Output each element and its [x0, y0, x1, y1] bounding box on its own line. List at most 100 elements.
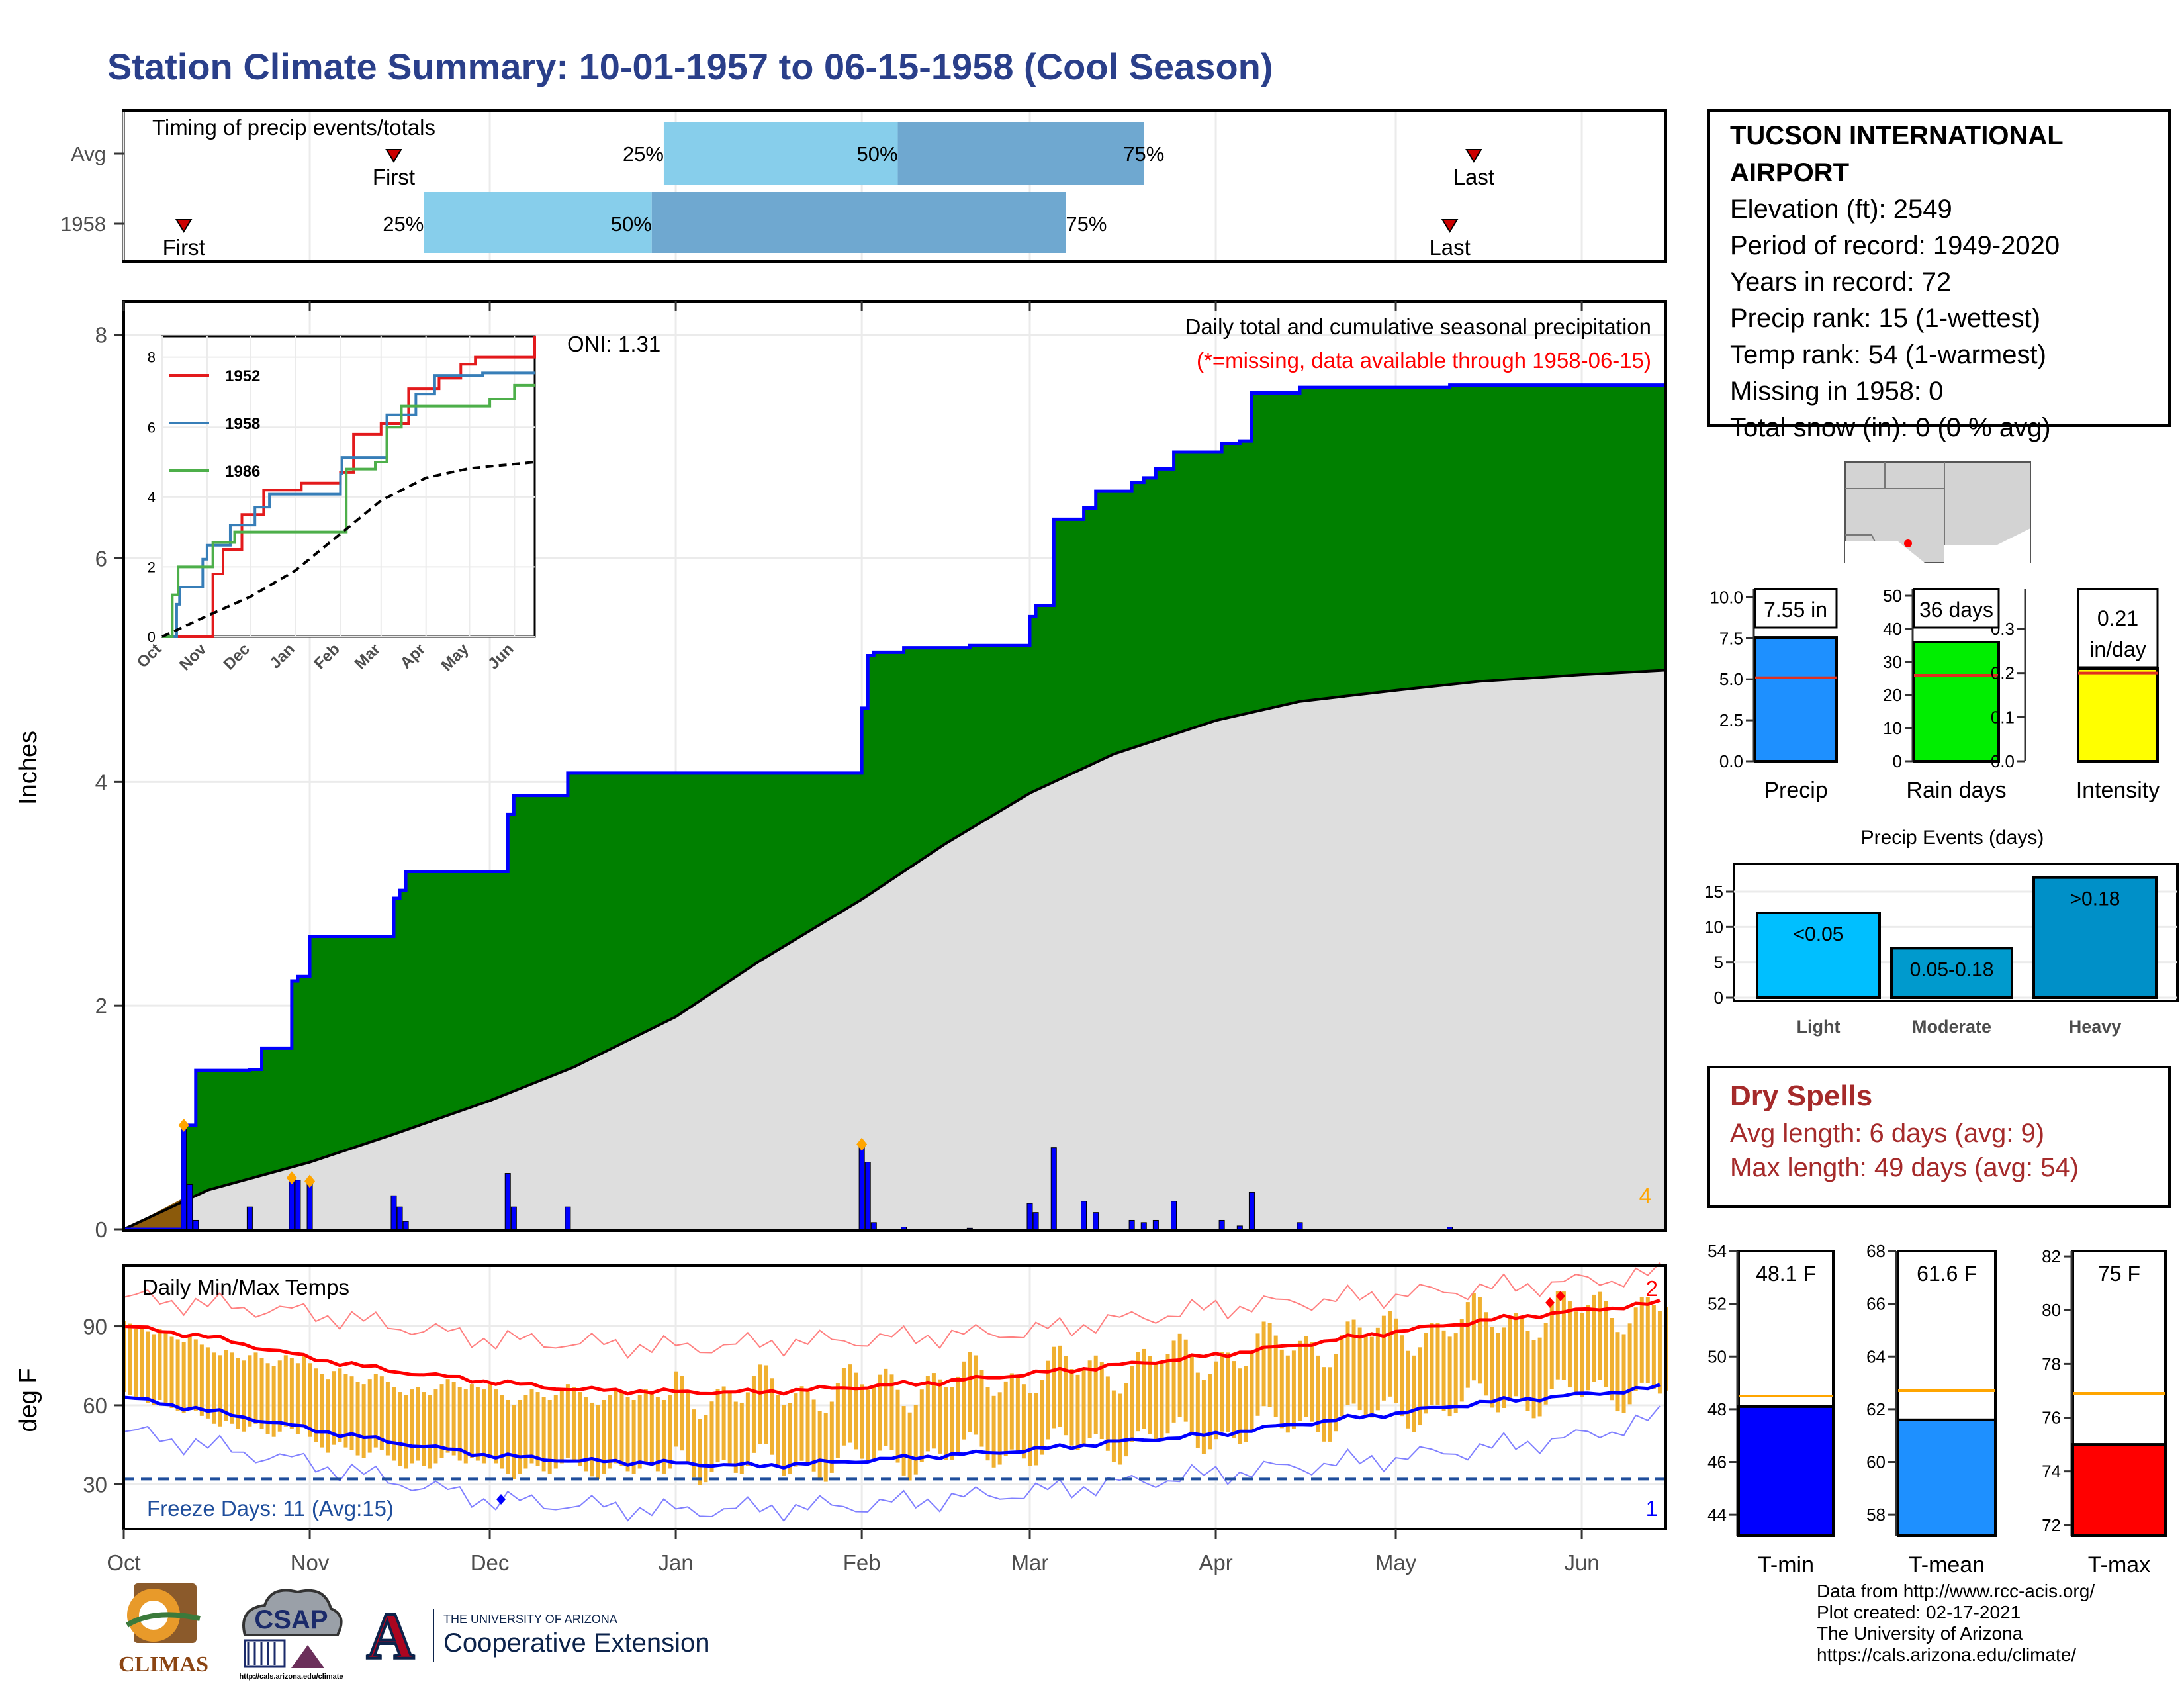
temp-daily-bar [277, 1360, 282, 1432]
temp-daily-bar [962, 1361, 966, 1440]
x-axis-tick-label: Mar [1011, 1550, 1049, 1575]
timing-bar-q25-q50 [663, 122, 898, 185]
temp-daily-bar [1651, 1305, 1656, 1389]
temp-daily-bar [1238, 1368, 1242, 1444]
temp-daily-bar [1297, 1340, 1302, 1421]
temp-daily-bar [541, 1397, 546, 1472]
temp-record-max-line [123, 1262, 1661, 1359]
temp-daily-bar [1105, 1376, 1110, 1451]
temp-daily-bar [1034, 1393, 1038, 1466]
precip-surplus-area [124, 385, 1666, 1229]
precip-daily-bar [187, 1184, 193, 1230]
footer-institution: The University of Arizona [1817, 1623, 2023, 1644]
temp-daily-bar [698, 1419, 702, 1485]
inset-series-1958 [162, 371, 535, 638]
temp-daily-bar [146, 1331, 150, 1403]
precip-daily-bar [246, 1206, 253, 1230]
ua-logo: A THE UNIVERSITY OF ARIZONA Cooperative … [365, 1602, 710, 1668]
temp-record-low-marker [496, 1494, 506, 1505]
temp-plot-bg [124, 1266, 1666, 1529]
temp-daily-bar [1183, 1339, 1188, 1422]
temp-daily-bar [1160, 1364, 1164, 1442]
events-bar-label: <0.05 [1794, 923, 1844, 945]
events-bar-label: 0.05-0.18 [1910, 959, 1994, 980]
temp-daily-bar [1453, 1333, 1458, 1413]
temp-daily-bar [709, 1401, 714, 1472]
events-y-tick-label: 5 [1714, 953, 1723, 972]
total-precip-value: 7.55 in [1764, 598, 1827, 622]
temp-daily-bar [211, 1352, 216, 1424]
temp-daily-bar [218, 1355, 222, 1427]
temp-daily-bar [433, 1389, 438, 1464]
total-rain-days-tick-label: 30 [1883, 652, 1902, 672]
temp-daily-bar [349, 1376, 354, 1450]
total-precip-tick-label: 2.5 [1719, 710, 1743, 730]
temp-daily-bar [559, 1389, 564, 1464]
temp-daily-bar [469, 1384, 474, 1458]
page-title: Station Climate Summary: 10-01-1957 to 0… [107, 46, 1273, 87]
temp-daily-bar [1375, 1327, 1380, 1411]
total-rain-days-label: Rain days [1906, 778, 2006, 803]
temp-daily-bar [1111, 1390, 1116, 1462]
freeze-days-label: Freeze Days: 11 (Avg:15) [147, 1496, 394, 1521]
precip-daily-bar [1248, 1192, 1255, 1230]
temp-daily-bar [320, 1374, 324, 1448]
precip-daily-bar [402, 1221, 409, 1230]
precip-chart-subtitle: (*=missing, data available through 1958-… [1197, 348, 1651, 373]
total-rain-days-tick-label: 40 [1883, 619, 1902, 639]
temp-daily-bar [1496, 1333, 1500, 1413]
events-chart-title: Precip Events (days) [1861, 827, 2044, 849]
station-missing: Missing in 1958: 0 [1730, 377, 1944, 406]
station-location-marker [1904, 539, 1912, 547]
temp-t-mean-bar [1897, 1418, 1997, 1537]
temp-daily-bar [1316, 1355, 1320, 1432]
temp-daily-bar [1508, 1317, 1512, 1400]
station-snow: Total snow (in): 0 (0 % avg) [1730, 413, 2051, 442]
events-category-label: Moderate [1912, 1017, 1991, 1037]
temp-daily-bar [1304, 1336, 1308, 1417]
temp-t-max-bar [2071, 1443, 2167, 1537]
temp-t-max-tick-label: 80 [2042, 1300, 2061, 1320]
temp-record-high-marker [1545, 1297, 1555, 1308]
temp-daily-bar [1250, 1352, 1254, 1431]
temp-daily-bar [1177, 1333, 1182, 1417]
temp-daily-bar [1490, 1327, 1494, 1408]
temp-daily-bar [602, 1399, 606, 1474]
temp-t-mean-tick-label: 58 [1866, 1505, 1886, 1524]
temp-daily-bar [571, 1387, 576, 1461]
temp-daily-bar [1064, 1356, 1068, 1436]
temp-y-tick-label: 60 [83, 1393, 107, 1418]
events-bar-moderate [1890, 947, 2013, 1000]
temp-daily-bar [1441, 1330, 1446, 1411]
temp-daily-bar [1514, 1313, 1518, 1397]
temp-daily-bar [230, 1352, 234, 1424]
temp-daily-bar [776, 1395, 780, 1468]
footer-plot-created: Plot created: 02-17-2021 [1817, 1602, 2021, 1622]
state-borders [1845, 462, 1945, 563]
events-bar-heavy [2032, 876, 2158, 999]
temp-daily-bar [649, 1392, 654, 1466]
precip-chart-title: Daily total and cumulative seasonal prec… [1185, 314, 1651, 339]
temp-daily-bar [1285, 1355, 1290, 1433]
temp-daily-bar [979, 1370, 984, 1447]
temp-daily-bar [500, 1395, 504, 1469]
station-name: TUCSON INTERNATIONAL AIRPORT [1730, 121, 2063, 187]
temp-daily-bar [1537, 1337, 1542, 1417]
temp-daily-bar [1015, 1374, 1020, 1451]
temp-t-min-tick-label: 46 [1707, 1452, 1727, 1472]
timing-q75-label: 75% [1123, 142, 1164, 165]
location-map [1844, 461, 2031, 563]
temp-daily-bar [884, 1368, 888, 1446]
events-bar-label: >0.18 [2070, 888, 2120, 910]
x-axis-tick-label: Jan [658, 1550, 693, 1575]
inset-y-tick-label: 8 [148, 350, 156, 366]
temp-daily-bar [968, 1352, 972, 1432]
inset-y-tick-label: 6 [148, 419, 156, 436]
temp-daily-bar [398, 1392, 402, 1466]
temp-t-min-tick-label: 50 [1707, 1346, 1727, 1366]
temp-daily-bar [596, 1405, 600, 1479]
climas-logo: CLIMAS [118, 1583, 208, 1677]
precip-y-tick-label: 6 [95, 547, 107, 571]
temp-daily-bar [1279, 1349, 1284, 1429]
temp-daily-bar [1009, 1373, 1014, 1450]
